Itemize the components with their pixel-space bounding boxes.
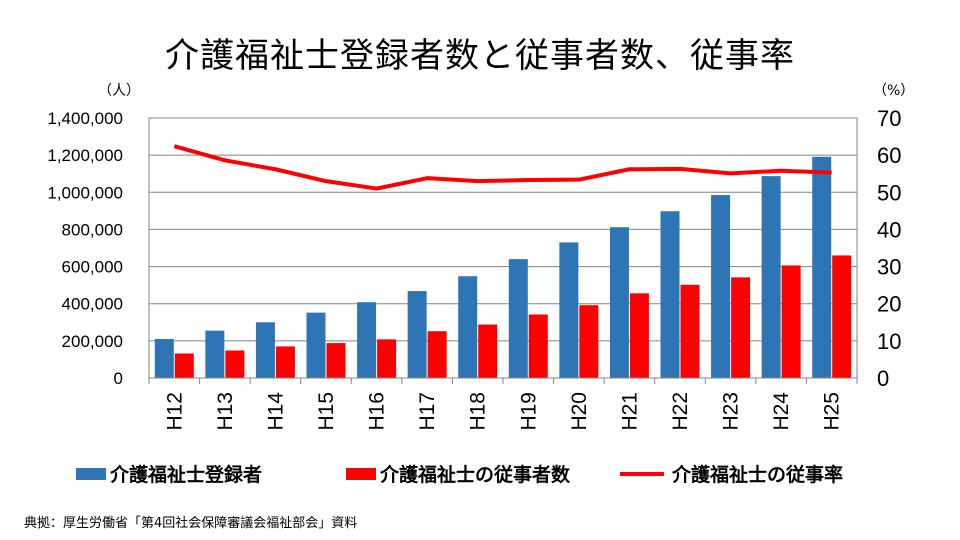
bar-employed <box>478 324 498 378</box>
bars <box>154 156 852 378</box>
right-tick-label: 50 <box>877 180 901 205</box>
bar-employed <box>225 350 245 378</box>
right-tick-label: 20 <box>877 292 901 317</box>
bar-registered <box>458 276 478 378</box>
legend: 介護福祉士登録者 介護福祉士の従事者数 介護福祉士の従事率 <box>76 463 843 486</box>
left-tick-label: 600,000 <box>62 258 123 277</box>
bar-employed <box>427 331 447 378</box>
x-tick-label: H19 <box>517 392 540 431</box>
x-tick-label: H22 <box>669 392 692 431</box>
x-tick-label: H15 <box>315 392 338 431</box>
chart-title: 介護福祉士登録者数と従事者数、従事率 <box>165 36 795 76</box>
legend-label-1: 介護福祉士の従事者数 <box>379 463 571 486</box>
bar-employed <box>680 284 700 378</box>
x-tick-label: H24 <box>770 392 793 431</box>
bar-registered <box>559 242 579 378</box>
rate-series-line <box>173 144 832 191</box>
left-tick-label: 0 <box>114 369 123 388</box>
bar-employed <box>174 353 194 378</box>
bar-employed <box>377 339 397 378</box>
right-axis-unit: （%） <box>873 83 914 99</box>
source-note: 典拠：厚生労働省「第4回社会保障審議会福祉部会」資料 <box>24 516 358 531</box>
right-tick-label: 0 <box>877 366 889 391</box>
bar-registered <box>508 259 528 378</box>
bar-registered <box>407 291 427 378</box>
bar-registered <box>711 195 731 378</box>
x-tick-label: H21 <box>618 392 641 431</box>
x-tick-label: H17 <box>416 392 439 431</box>
right-tick-label: 70 <box>877 106 901 131</box>
bar-employed <box>326 343 346 378</box>
gridlines <box>149 117 857 342</box>
bar-registered <box>255 322 275 378</box>
bar-registered <box>660 211 680 378</box>
rate-line <box>173 144 832 191</box>
bar-employed <box>579 305 599 378</box>
right-tick-label: 40 <box>877 217 901 242</box>
right-tick-label: 60 <box>877 143 901 168</box>
legend-label-0: 介護福祉士登録者 <box>109 463 262 486</box>
bar-registered <box>205 330 225 378</box>
x-tick-label: H14 <box>264 392 287 431</box>
left-tick-label: 800,000 <box>62 220 123 239</box>
left-tick-label: 400,000 <box>62 295 123 314</box>
bar-registered <box>761 176 781 378</box>
x-tick-label: H23 <box>720 392 743 431</box>
left-axis-unit: （人） <box>98 83 140 99</box>
x-tick-label: H20 <box>568 392 591 431</box>
x-tick-label: H25 <box>821 392 844 431</box>
right-tick-label: 10 <box>877 329 901 354</box>
bar-employed <box>731 277 751 378</box>
bar-registered <box>609 227 629 378</box>
left-tick-label: 1,200,000 <box>47 146 123 165</box>
bar-employed <box>528 314 548 378</box>
right-tick-label: 30 <box>877 255 901 280</box>
x-tick-label: H12 <box>163 392 186 431</box>
left-tick-label: 1,400,000 <box>47 109 123 128</box>
left-tick-label: 1,000,000 <box>47 183 123 202</box>
legend-label-2: 介護福祉士の従事率 <box>671 463 843 486</box>
left-tick-label: 200,000 <box>62 332 123 351</box>
bar-registered <box>812 156 832 378</box>
bar-employed <box>275 346 295 378</box>
legend-swatch-1 <box>346 468 376 480</box>
bar-registered <box>357 302 377 378</box>
bar-employed <box>832 255 852 378</box>
bar-registered <box>154 339 174 378</box>
x-tick-label: H18 <box>467 392 490 431</box>
bar-registered <box>306 312 326 378</box>
bar-employed <box>629 293 649 378</box>
bar-employed <box>781 265 801 378</box>
axes: 0 0 200,000 10 400,000 20 600,000 30 800,000 40 1,… <box>47 83 914 431</box>
legend-swatch-0 <box>76 468 106 480</box>
x-tick-label: H16 <box>366 392 389 431</box>
x-tick-label: H13 <box>214 392 237 431</box>
